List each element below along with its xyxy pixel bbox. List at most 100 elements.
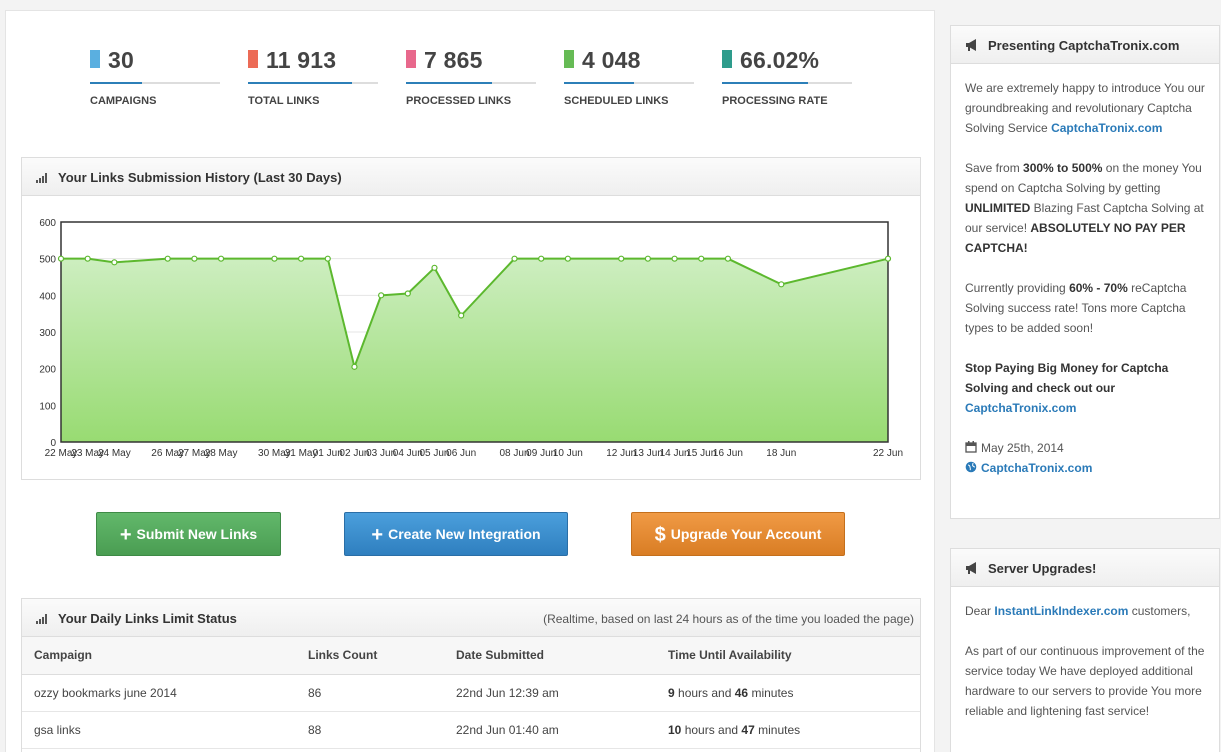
promo-date: May 25th, 2014 xyxy=(965,438,1205,458)
column-header[interactable]: Date Submitted xyxy=(444,637,656,675)
data-point xyxy=(724,255,732,262)
x-tick-label: 12 Jun xyxy=(606,448,636,459)
server-upgrades-body: Dear InstantLinkIndexer.com customers, A… xyxy=(951,587,1219,721)
stat-swatch xyxy=(722,50,732,68)
x-tick-label: 27 May xyxy=(178,448,211,459)
x-tick-label: 18 Jun xyxy=(766,448,796,459)
server-upgrades-title: Server Upgrades! xyxy=(988,561,1097,576)
x-tick-label: 02 Jun xyxy=(339,448,369,459)
daily-limit-note: (Realtime, based on last 24 hours as of … xyxy=(543,612,914,626)
data-point xyxy=(511,255,518,262)
data-point xyxy=(538,255,545,262)
stat-value: 30 xyxy=(108,47,134,73)
date-cell: 22nd Jun 12:39 am xyxy=(444,674,656,712)
promo-widget: Presenting CaptchaTronix.com We are extr… xyxy=(950,25,1220,519)
promo-site: CaptchaTronix.com xyxy=(965,458,1205,478)
date-cell: 22nd Jun 01:40 am xyxy=(444,711,656,749)
stat-value: 7 865 xyxy=(424,47,483,73)
data-point xyxy=(57,255,65,262)
data-point xyxy=(778,281,785,288)
count-cell: 86 xyxy=(296,674,444,712)
stat-bar xyxy=(90,82,220,84)
x-tick-label: 28 May xyxy=(205,448,238,459)
data-point xyxy=(618,255,625,262)
data-point xyxy=(644,255,652,262)
data-point xyxy=(297,255,305,262)
stat-bar xyxy=(564,82,694,84)
data-point xyxy=(378,292,385,299)
x-tick-label: 06 Jun xyxy=(446,448,476,459)
create-new-integration-button[interactable]: + Create New Integration xyxy=(344,512,568,556)
data-point xyxy=(324,255,331,262)
x-tick-label: 04 Jun xyxy=(393,448,423,459)
column-header[interactable]: Campaign xyxy=(22,637,296,675)
stat-label: PROCESSED LINKS xyxy=(406,95,512,107)
data-point xyxy=(564,255,571,262)
x-tick-label: 16 Jun xyxy=(713,448,743,459)
history-title: Your Links Submission History (Last 30 D… xyxy=(58,170,342,185)
x-tick-label: 01 Jun xyxy=(313,448,343,459)
x-tick-label: 14 Jun xyxy=(660,448,690,459)
x-tick-label: 08 Jun xyxy=(500,448,530,459)
table-header-row: Campaign Links Count Date Submitted Time… xyxy=(22,637,920,675)
x-tick-label: 30 May xyxy=(258,448,291,459)
stat-swatch xyxy=(564,50,574,68)
history-header: Your Links Submission History (Last 30 D… xyxy=(22,158,920,196)
button-label: Submit New Links xyxy=(136,526,258,542)
daily-limit-header: Your Daily Links Limit Status (Realtime,… xyxy=(22,599,920,637)
table-row: gsa links 88 22nd Jun 01:40 am 10 hours … xyxy=(22,711,920,749)
history-widget: Your Links Submission History (Last 30 D… xyxy=(21,157,921,480)
server-upgrades-widget: Server Upgrades! Dear InstantLinkIndexer… xyxy=(950,548,1220,752)
x-tick-label: 22 May xyxy=(45,448,78,459)
stat-label: TOTAL LINKS xyxy=(248,95,320,107)
x-tick-label: 22 Jun xyxy=(873,448,903,459)
stat-swatch xyxy=(406,50,416,68)
history-chart-area: 0 100 200 300 400 500 600 22 May 23 May 24 May 26 … xyxy=(22,198,920,478)
upgrade-account-button[interactable]: $ Upgrade Your Account xyxy=(631,512,845,556)
daily-limit-table: Campaign Links Count Date Submitted Time… xyxy=(22,637,920,749)
submit-new-links-button[interactable]: + Submit New Links xyxy=(96,512,281,556)
column-header[interactable]: Time Until Availability xyxy=(656,637,920,675)
data-point xyxy=(164,255,171,262)
column-header[interactable]: Links Count xyxy=(296,637,444,675)
y-tick-label: 500 xyxy=(39,255,56,266)
x-tick-label: 31 May xyxy=(285,448,318,459)
data-point xyxy=(884,255,892,262)
stat-value: 11 913 xyxy=(266,47,337,73)
series-line xyxy=(61,257,889,371)
stat-value: 66.02% xyxy=(740,47,820,73)
data-point xyxy=(84,255,91,262)
y-tick-label: 300 xyxy=(39,328,56,339)
stat-value: 4 048 xyxy=(582,47,641,73)
x-tick-label: 15 Jun xyxy=(686,448,716,459)
x-tick-label: 05 Jun xyxy=(419,448,449,459)
main-content: 30 CAMPAIGNS 11 913 TOTAL LINKS 7 865 PR… xyxy=(5,10,935,752)
data-point xyxy=(111,259,118,266)
data-point xyxy=(698,255,705,262)
stat-bar xyxy=(248,82,378,84)
data-point xyxy=(217,255,225,262)
button-label: Upgrade Your Account xyxy=(670,526,822,542)
server-paragraph: As part of our continuous improvement of… xyxy=(965,644,1205,718)
captchatronix-site-link[interactable]: CaptchaTronix.com xyxy=(981,461,1093,475)
y-tick-label: 400 xyxy=(39,291,56,302)
signal-bars-icon xyxy=(36,173,50,183)
plus-icon: + xyxy=(119,524,132,546)
availability-cell: 9 hours and 46 minutes xyxy=(656,674,920,712)
data-point xyxy=(431,264,438,271)
instantlinkindexer-link[interactable]: InstantLinkIndexer.com xyxy=(994,604,1129,618)
stat-label: PROCESSING RATE xyxy=(722,95,828,107)
x-tick-label: 23 May xyxy=(71,448,104,459)
data-point xyxy=(271,255,278,262)
captchatronix-link[interactable]: CaptchaTronix.com xyxy=(1051,121,1163,135)
data-point xyxy=(671,255,678,262)
captchatronix-link[interactable]: CaptchaTronix.com xyxy=(965,401,1077,415)
x-tick-label: 26 May xyxy=(151,448,184,459)
y-tick-label: 100 xyxy=(39,401,56,412)
stat-bar xyxy=(406,82,536,84)
stat-label: SCHEDULED LINKS xyxy=(564,95,669,107)
series-area xyxy=(61,258,888,442)
x-tick-label: 24 May xyxy=(98,448,131,459)
y-tick-label: 600 xyxy=(39,218,56,229)
